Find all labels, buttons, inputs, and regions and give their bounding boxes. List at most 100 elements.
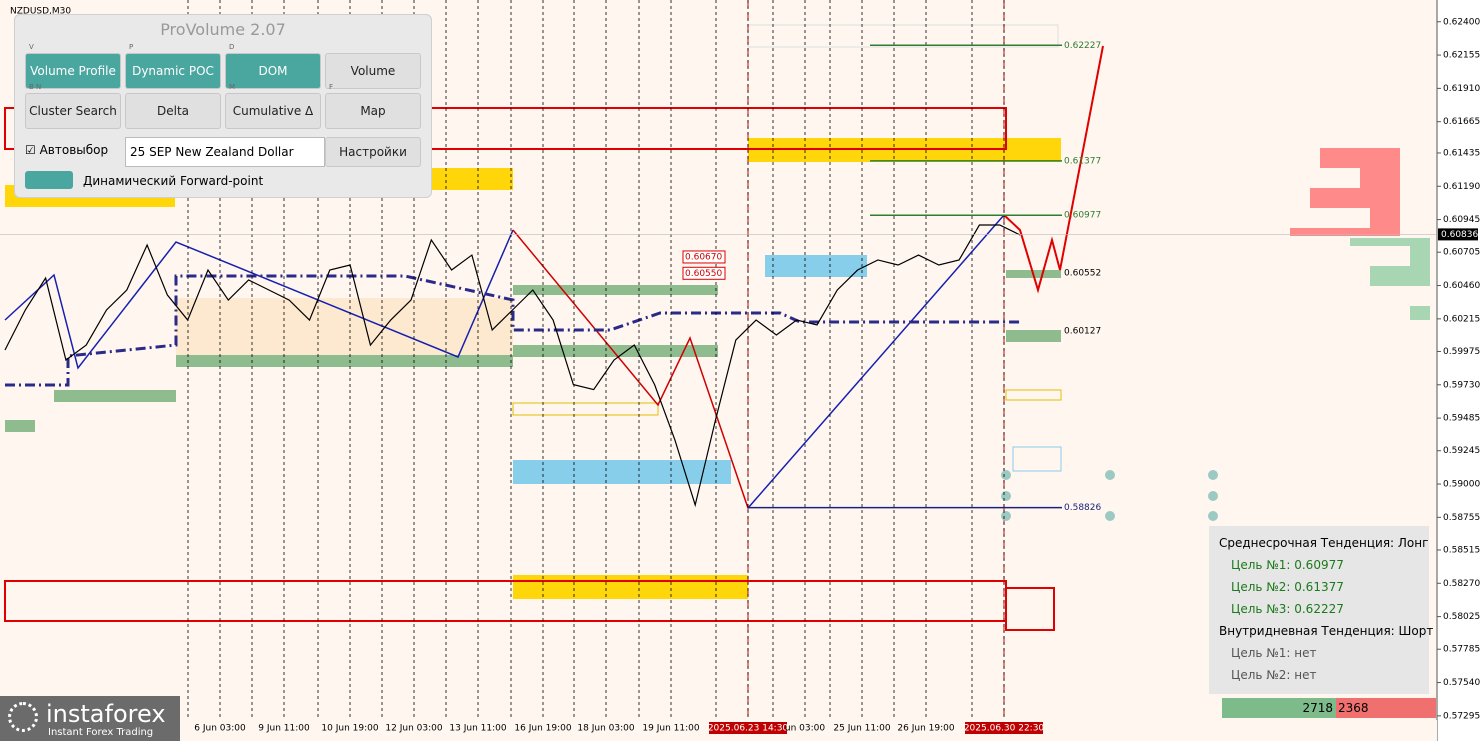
level-label: 0.62227 <box>1064 41 1101 51</box>
target: Цель №1: нет <box>1231 646 1317 660</box>
price-line <box>4 224 1021 508</box>
time-label: 9 Jun 11:00 <box>258 724 310 734</box>
button-key: F <box>329 83 334 91</box>
price-label: 0.57540 <box>1443 678 1480 688</box>
button-key: D <box>229 43 235 51</box>
target: Цель №2: нет <box>1231 668 1317 682</box>
button-key: P <box>129 43 134 51</box>
time-label: 12 Jun 03:00 <box>385 724 442 734</box>
price-label: 0.59485 <box>1443 414 1480 424</box>
panel-button[interactable]: Volume Profile V <box>25 43 121 89</box>
price-label: 0.58755 <box>1443 513 1480 523</box>
button-label: Cumulative Δ <box>232 104 314 118</box>
button-key: V <box>29 43 34 51</box>
buy-count: 2718 <box>1302 701 1333 715</box>
box-label-bg <box>682 266 726 280</box>
panel-button[interactable]: Dynamic POC P <box>125 43 221 89</box>
settings-button[interactable]: Настройки <box>325 137 421 167</box>
forward-point: Динамический Forward-point <box>83 174 264 188</box>
button-label: Cluster Search <box>29 104 117 118</box>
settings: Настройки <box>339 145 407 159</box>
panel-title: ProVolume 2.07 <box>160 20 286 39</box>
symbol: NZDUSD,M30 <box>10 7 71 17</box>
logo-name: instaforex <box>46 700 166 728</box>
info-panel: Среднесрочная Тенденция: Лонг Цель №1: 0… <box>1209 526 1433 694</box>
time-label: 6 Jun 03:00 <box>194 724 246 734</box>
buy-volume: 2718 <box>1222 698 1336 718</box>
level-label: 0.61377 <box>1064 156 1101 166</box>
price-label: 0.61435 <box>1443 148 1480 158</box>
panel-button[interactable]: Cluster Search B N <box>25 83 121 129</box>
price-label: 0.61910 <box>1443 84 1480 94</box>
price-label: 0.61190 <box>1443 182 1480 192</box>
time-label: 2025.06.23 14:30 <box>708 724 789 734</box>
panel-button[interactable]: Map F <box>325 83 421 129</box>
level-label: 0.60127 <box>1064 326 1101 336</box>
panel-button[interactable]: Delta <box>125 93 221 129</box>
logo-tagline: Instant Forex Trading <box>48 727 154 738</box>
time-label: 26 Jun 19:00 <box>897 724 954 734</box>
price-label: 0.59975 <box>1443 347 1480 357</box>
price-label: 0.58270 <box>1443 579 1480 589</box>
price-label: 0.58515 <box>1443 545 1480 555</box>
price-label: 0.57785 <box>1443 645 1480 655</box>
button-label: Volume <box>350 64 396 78</box>
button-label: Volume Profile <box>30 64 116 78</box>
time-label: 13 Jun 11:00 <box>449 724 506 734</box>
instrument: 25 SEP New Zealand Dollar <box>130 145 294 159</box>
level-label: 0.60552 <box>1064 269 1101 279</box>
panel-button[interactable]: Cumulative Δ M <box>225 83 321 129</box>
intraday-trend: Внутридневная Тенденция: Шорт <box>1219 624 1434 638</box>
button-label: Map <box>360 104 386 118</box>
instrument-select[interactable]: 25 SEP New Zealand Dollar <box>125 137 325 167</box>
time-label: 2025.06.30 22:30 <box>964 724 1045 734</box>
time-highlight <box>965 722 1043 734</box>
panel-button[interactable]: DOM D <box>225 43 321 89</box>
autoselect[interactable]: ☑ Автовыбор <box>25 143 109 157</box>
logo-icon <box>8 702 38 732</box>
price-label: 0.62400 <box>1443 17 1480 27</box>
price-label: 0.60945 <box>1443 215 1480 225</box>
autoselect-label: Автовыбор <box>39 143 109 157</box>
price-axis-bg <box>1437 0 1484 741</box>
current-price-bg <box>1438 228 1478 241</box>
time-label: 18 Jun 03:00 <box>577 724 634 734</box>
target: Цель №2: 0.61377 <box>1231 580 1344 594</box>
price-label: 0.57295 <box>1443 711 1480 721</box>
button-label: Delta <box>156 104 189 118</box>
price-label: 0.60460 <box>1443 281 1480 291</box>
button-label: Dynamic POC <box>132 64 214 78</box>
time-label: un 03:00 <box>785 724 825 734</box>
sell-count: 2368 <box>1338 701 1369 715</box>
price-label: 0.60705 <box>1443 248 1480 258</box>
price-label: 0.62155 <box>1443 51 1480 61</box>
button-key: M <box>229 83 236 91</box>
box-label-bg <box>682 250 726 264</box>
time-label: 25 Jun 11:00 <box>833 724 890 734</box>
time-label: 19 Jun 11:00 <box>642 724 699 734</box>
button-label: DOM <box>258 64 288 78</box>
box-label: 0.60670 <box>685 252 722 262</box>
toggle[interactable] <box>25 171 73 189</box>
price-label: 0.58025 <box>1443 612 1480 622</box>
target: Цель №1: 0.60977 <box>1231 558 1344 572</box>
current-price: 0.60836 <box>1441 230 1478 240</box>
price-label: 0.61665 <box>1443 117 1480 127</box>
time-label: 10 Jun 19:00 <box>321 724 378 734</box>
logo: instaforex Instant Forex Trading <box>0 696 180 741</box>
mid-trend: Среднесрочная Тенденция: Лонг <box>1219 536 1429 550</box>
provolume-panel: ProVolume 2.07 Volume Profile V Dynamic PO… <box>14 14 432 198</box>
price-label: 0.60215 <box>1443 314 1480 324</box>
box-label: 0.60550 <box>685 269 722 279</box>
time-highlight <box>709 722 787 734</box>
price-label: 0.59245 <box>1443 446 1480 456</box>
price-label: 0.59000 <box>1443 480 1480 490</box>
level-label: 0.60977 <box>1064 211 1101 221</box>
target: Цель №3: 0.62227 <box>1231 602 1344 616</box>
panel-button[interactable]: Volume <box>325 53 421 89</box>
time-label: 16 Jun 19:00 <box>514 724 571 734</box>
sell-volume: 2368 <box>1336 698 1436 718</box>
button-key: B N <box>29 83 42 91</box>
